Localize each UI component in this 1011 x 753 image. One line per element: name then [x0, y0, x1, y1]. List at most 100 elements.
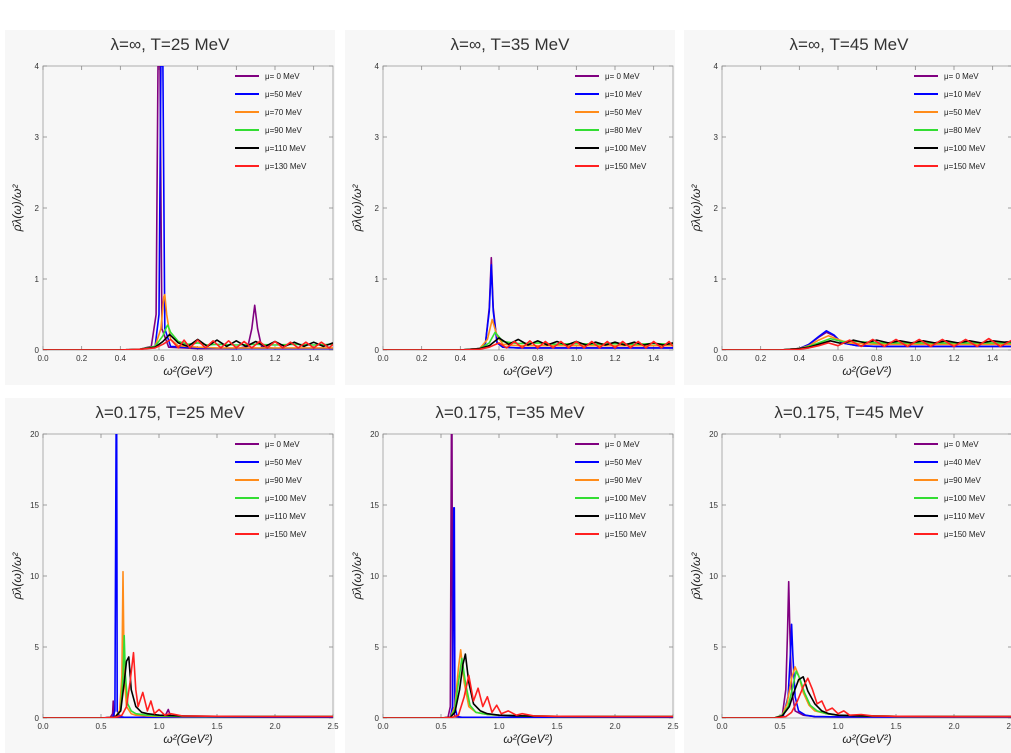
plot-frame: [721, 65, 1011, 351]
x-tick-label: 2.0: [269, 722, 281, 731]
y-axis-label: ρ̄λ(ω)/ω²: [10, 184, 24, 233]
y-axis-label: ρ̄λ(ω)/ω²: [350, 184, 364, 233]
x-tick-label: 1.2: [948, 354, 960, 363]
plot-frame: [382, 65, 674, 351]
x-tick-label: 0.0: [37, 354, 49, 363]
panel-title: λ=∞, T=45 MeV: [790, 35, 910, 54]
panel-title: λ=0.175, T=35 MeV: [435, 403, 585, 422]
x-tick-label: 0.8: [532, 354, 544, 363]
legend-label: μ=110 MeV: [605, 512, 646, 521]
x-tick-label: 2.0: [948, 722, 960, 731]
y-tick-label: 2: [714, 204, 719, 213]
series-line-6: [722, 677, 1011, 718]
legend-label: μ=50 MeV: [265, 90, 303, 99]
legend-label: μ= 0 MeV: [265, 72, 300, 81]
x-tick-label: 0.2: [416, 354, 428, 363]
legend-label: μ=150 MeV: [944, 530, 986, 539]
x-tick-label: 1.0: [231, 354, 243, 363]
y-tick-label: 2: [35, 204, 40, 213]
legend-label: μ=150 MeV: [605, 530, 647, 539]
legend-label: μ=50 MeV: [605, 108, 643, 117]
series-line-5: [722, 339, 1011, 350]
y-axis-label: ρ̄λ(ω)/ω²: [689, 552, 703, 601]
legend-label: μ= 0 MeV: [265, 440, 300, 449]
x-tick-label: 1.0: [910, 354, 922, 363]
y-tick-label: 4: [714, 62, 719, 71]
chart-panel-3: λ=∞, T=45 MeV 0.0 0.2 0.4 0.6 0.8 1.0 1.2 1.4 0 1 2…: [684, 30, 1011, 385]
y-axis-label: ρ̄λ(ω)/ω²: [10, 552, 24, 601]
legend-label: μ=100 MeV: [605, 144, 647, 153]
x-axis-label: ω²(GeV²): [163, 732, 212, 746]
x-tick-label: 1.0: [571, 354, 583, 363]
series-line-6: [722, 337, 1011, 350]
y-tick-label: 0: [375, 714, 380, 723]
legend-label: μ=90 MeV: [265, 126, 303, 135]
x-tick-label: 1.4: [308, 354, 320, 363]
legend-label: μ=40 MeV: [944, 458, 982, 467]
x-tick-label: 0.2: [76, 354, 88, 363]
x-tick-label: 0.6: [493, 354, 505, 363]
legend-label: μ= 0 MeV: [944, 72, 979, 81]
y-tick-label: 2: [375, 204, 380, 213]
x-tick-label: 0.4: [455, 354, 467, 363]
y-axis-label: ρ̄λ(ω)/ω²: [350, 552, 364, 601]
y-tick-label: 20: [709, 430, 718, 439]
x-tick-label: 0.4: [794, 354, 806, 363]
legend-label: μ=110 MeV: [265, 144, 306, 153]
chart-panel-1: λ=∞, T=25 MeV 0.0 0.2 0.4 0.6 0.8 1.0 1.2 1.4 0 1 2…: [5, 30, 335, 385]
x-tick-label: 0.5: [95, 722, 107, 731]
y-tick-label: 3: [375, 133, 380, 142]
x-tick-label: 2.5: [667, 722, 679, 731]
legend-label: μ=100 MeV: [605, 494, 647, 503]
y-tick-label: 1: [714, 275, 719, 284]
y-tick-label: 0: [375, 346, 380, 355]
x-tick-label: 1.5: [551, 722, 563, 731]
legend-label: μ=10 MeV: [605, 90, 643, 99]
y-tick-label: 1: [375, 275, 380, 284]
legend-label: μ=70 MeV: [265, 108, 303, 117]
y-tick-label: 20: [30, 430, 39, 439]
x-tick-label: 0.4: [115, 354, 127, 363]
legend-label: μ=110 MeV: [944, 512, 985, 521]
y-tick-label: 10: [30, 572, 39, 581]
x-tick-label: 1.2: [609, 354, 621, 363]
y-tick-label: 0: [714, 714, 719, 723]
x-tick-label: 2.5: [1006, 722, 1011, 731]
x-axis-label: ω²(GeV²): [503, 732, 552, 746]
panel-title: λ=0.175, T=45 MeV: [774, 403, 924, 422]
series-line-5: [43, 333, 333, 350]
y-tick-label: 4: [375, 62, 380, 71]
plot-frame: [42, 65, 334, 351]
plot-frame: [382, 433, 674, 719]
legend-label: μ=130 MeV: [265, 162, 307, 171]
y-tick-label: 0: [714, 346, 719, 355]
legend-label: μ=90 MeV: [944, 476, 982, 485]
y-tick-label: 3: [714, 133, 719, 142]
legend-label: μ=50 MeV: [944, 108, 982, 117]
x-tick-label: 0.0: [37, 722, 49, 731]
chart-panel-5: λ=0.175, T=35 MeV 0.0 0.5 1.0 1.5 2.0 2.5 0 5 10 1…: [345, 398, 679, 753]
chart-panel-2: λ=∞, T=35 MeV 0.0 0.2 0.4 0.6 0.8 1.0 1.2 1.4 0 1 2…: [345, 30, 675, 385]
y-tick-label: 5: [714, 643, 719, 652]
panel-title: λ=∞, T=35 MeV: [451, 35, 571, 54]
x-tick-label: 0.8: [871, 354, 883, 363]
x-tick-label: 1.2: [269, 354, 281, 363]
x-tick-label: 1.0: [493, 722, 505, 731]
legend-label: μ=100 MeV: [944, 144, 986, 153]
legend-label: μ=80 MeV: [605, 126, 643, 135]
legend-label: μ= 0 MeV: [944, 440, 979, 449]
y-tick-label: 5: [35, 643, 40, 652]
panel-title: λ=∞, T=25 MeV: [111, 35, 231, 54]
x-tick-label: 0.8: [192, 354, 204, 363]
x-tick-label: 0.5: [774, 722, 786, 731]
x-axis-label: ω²(GeV²): [842, 732, 891, 746]
series-line-6: [43, 651, 333, 718]
y-tick-label: 20: [370, 430, 379, 439]
x-tick-label: 2.5: [327, 722, 339, 731]
legend-label: μ=90 MeV: [605, 476, 643, 485]
legend-label: μ=80 MeV: [944, 126, 982, 135]
x-tick-label: 1.5: [890, 722, 902, 731]
x-tick-label: 1.0: [153, 722, 165, 731]
x-axis-label: ω²(GeV²): [503, 364, 552, 378]
